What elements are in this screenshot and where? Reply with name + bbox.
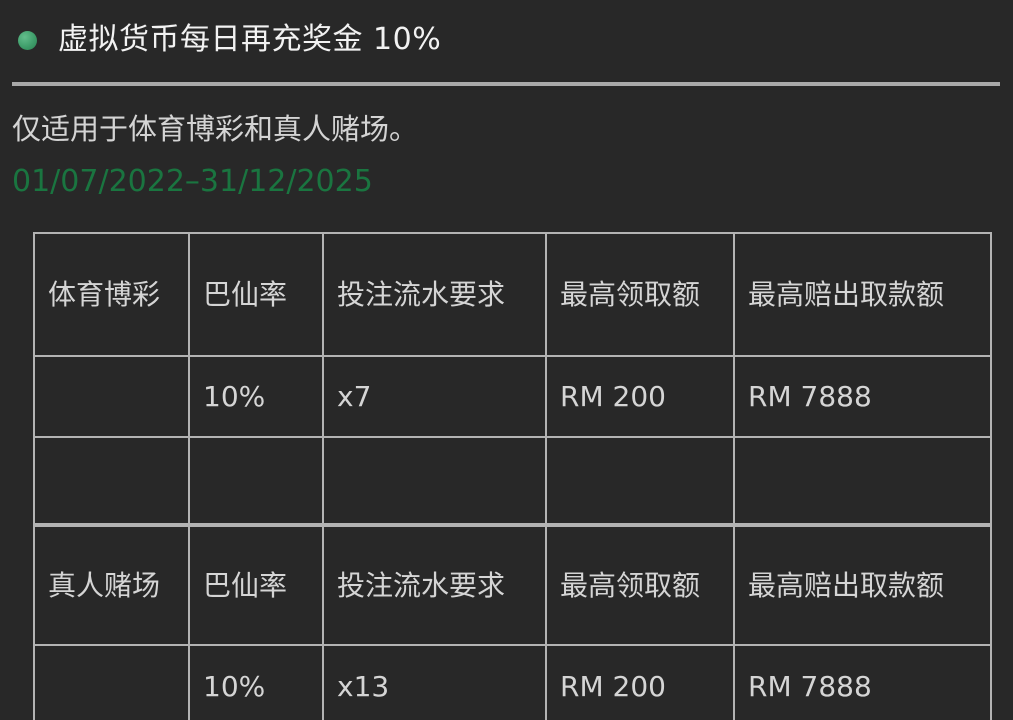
divider (12, 82, 1000, 86)
cell-category (33, 355, 190, 438)
promo-title: 虚拟货币每日再充奖金 10% (58, 22, 442, 57)
bullet-icon (18, 30, 37, 50)
table-empty-row (33, 436, 992, 525)
cell-max-claim: RM 200 (545, 355, 735, 438)
header-cell-max-payout: 最高赔出取款额 (733, 525, 992, 646)
cell-percentage: 10% (188, 644, 324, 720)
header-cell-percentage: 巴仙率 (188, 525, 324, 646)
header-cell-turnover: 投注流水要求 (322, 525, 547, 646)
cell-max-payout: RM 7888 (733, 355, 992, 438)
header-cell-turnover: 投注流水要求 (322, 232, 547, 357)
table-header-row: 体育博彩 巴仙率 投注流水要求 最高领取额 最高赔出取款额 (33, 232, 992, 357)
table-header-row: 真人赌场 巴仙率 投注流水要求 最高领取额 最高赔出取款额 (33, 525, 992, 646)
cell-empty (733, 436, 992, 525)
live-casino-table: 真人赌场 巴仙率 投注流水要求 最高领取额 最高赔出取款额 10% x13 RM… (33, 525, 992, 720)
cell-empty (322, 436, 547, 525)
cell-empty (545, 436, 735, 525)
header-cell-max-payout: 最高赔出取款额 (733, 232, 992, 357)
cell-max-payout: RM 7888 (733, 644, 992, 720)
cell-empty (33, 436, 190, 525)
table-row: 10% x7 RM 200 RM 7888 (33, 355, 992, 438)
table-row: 10% x13 RM 200 RM 7888 (33, 644, 992, 720)
cell-category (33, 644, 190, 720)
cell-empty (188, 436, 324, 525)
promo-date-range: 01/07/2022–31/12/2025 (12, 164, 373, 199)
header-cell-category: 体育博彩 (33, 232, 190, 357)
promo-tables: 体育博彩 巴仙率 投注流水要求 最高领取额 最高赔出取款额 10% x7 RM … (33, 232, 992, 720)
promo-description: 仅适用于体育博彩和真人赌场。 (12, 112, 419, 146)
cell-turnover: x13 (322, 644, 547, 720)
sports-betting-table: 体育博彩 巴仙率 投注流水要求 最高领取额 最高赔出取款额 10% x7 RM … (33, 232, 992, 525)
header-cell-percentage: 巴仙率 (188, 232, 324, 357)
cell-max-claim: RM 200 (545, 644, 735, 720)
cell-turnover: x7 (322, 355, 547, 438)
header-cell-max-claim: 最高领取额 (545, 525, 735, 646)
promo-accordion-header[interactable]: 虚拟货币每日再充奖金 10% (0, 0, 1013, 61)
cell-percentage: 10% (188, 355, 324, 438)
header-cell-category: 真人赌场 (33, 525, 190, 646)
header-cell-max-claim: 最高领取额 (545, 232, 735, 357)
